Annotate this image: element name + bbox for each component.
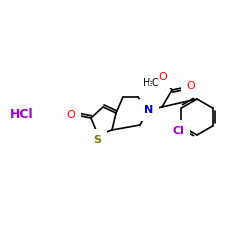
Text: O: O — [159, 72, 168, 82]
Text: S: S — [93, 135, 101, 145]
Text: C: C — [152, 78, 158, 88]
Text: 3: 3 — [149, 81, 153, 87]
Text: N: N — [144, 105, 154, 115]
Text: O: O — [186, 81, 196, 91]
Text: H: H — [143, 78, 151, 88]
Text: O: O — [66, 110, 76, 120]
Text: HCl: HCl — [10, 108, 34, 122]
Text: Cl: Cl — [172, 126, 184, 136]
